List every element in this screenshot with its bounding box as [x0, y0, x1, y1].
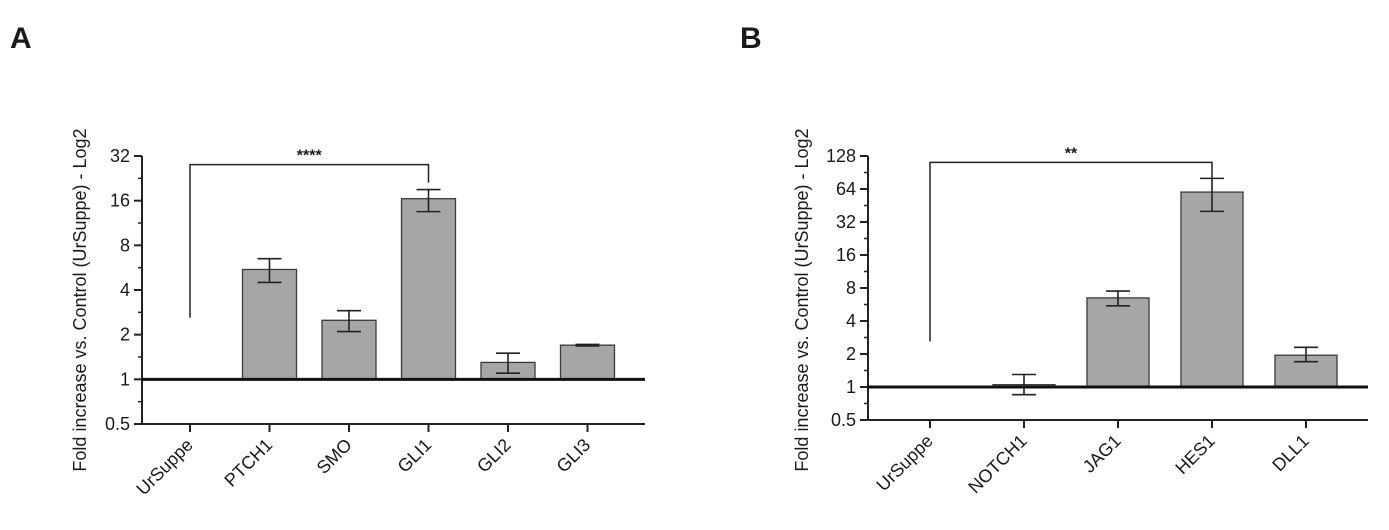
- y-tick-label: 0.5: [105, 414, 130, 434]
- bar-gli3: [559, 344, 616, 380]
- y-tick-label: 32: [836, 212, 856, 232]
- x-tick-label: UrSuppe: [872, 431, 936, 495]
- y-tick-label: 8: [120, 235, 130, 255]
- x-tick-label: SMO: [313, 435, 356, 478]
- x-tick-label: PTCH1: [220, 435, 276, 491]
- chart-b: 0.5 1 2 4 8 16 32 64 128 Fold increase vs. Contro…: [792, 128, 1368, 497]
- y-tick-label: 16: [110, 191, 130, 211]
- y-tick-label: 2: [120, 325, 130, 345]
- panel-a-letter: A: [10, 22, 32, 55]
- significance-bracket: [189, 163, 430, 318]
- x-tick-label: GLI3: [553, 435, 595, 477]
- x-tick-label: GLI1: [394, 435, 436, 477]
- significance-bracket: [929, 161, 1213, 342]
- y-tick-label: 4: [120, 280, 130, 300]
- y-tick-label: 1: [120, 369, 130, 389]
- y-axis-label: Fold increase vs. Control (UrSuppe) - Lo…: [792, 128, 812, 471]
- y-tick-label: 64: [836, 179, 856, 199]
- x-tick-label: UrSuppe: [132, 435, 196, 499]
- panel-b: B 0.5 1 2 4 8 16 32 64 128 Fold increase vs. Cont…: [740, 22, 1368, 497]
- y-tick-label: 4: [846, 311, 856, 331]
- bar-gli1: [400, 198, 457, 380]
- bar-ptch1: [241, 268, 298, 380]
- x-tick-label: DLL1: [1268, 431, 1313, 476]
- chart-a: 0.5 1 2 4 8 16 32 Fold increase vs. Control (Ur…: [70, 128, 645, 499]
- y-tick-label: 1: [846, 377, 856, 397]
- panel-a: A 0.5 1 2 4 8 16 32 Fold increase vs. Control (…: [10, 22, 645, 499]
- y-tick-label: 2: [846, 344, 856, 364]
- significance-label: ****: [297, 148, 323, 165]
- significance-label: **: [1065, 145, 1078, 162]
- panel-b-letter: B: [740, 22, 762, 55]
- y-tick-label: 0.5: [831, 410, 856, 430]
- x-tick-label: HES1: [1171, 431, 1218, 478]
- bar-jag1: [1086, 297, 1150, 388]
- y-tick-label: 32: [110, 146, 130, 166]
- bar-hes1: [1180, 191, 1244, 388]
- x-tick-label: JAG1: [1079, 431, 1125, 477]
- x-tick-label: NOTCH1: [964, 431, 1030, 497]
- y-tick-label: 8: [846, 278, 856, 298]
- y-axis-label: Fold increase vs. Control (UrSuppe) - Lo…: [70, 128, 90, 471]
- y-tick-label: 16: [836, 245, 856, 265]
- x-tick-label: GLI2: [473, 435, 515, 477]
- y-tick-label: 128: [826, 146, 856, 166]
